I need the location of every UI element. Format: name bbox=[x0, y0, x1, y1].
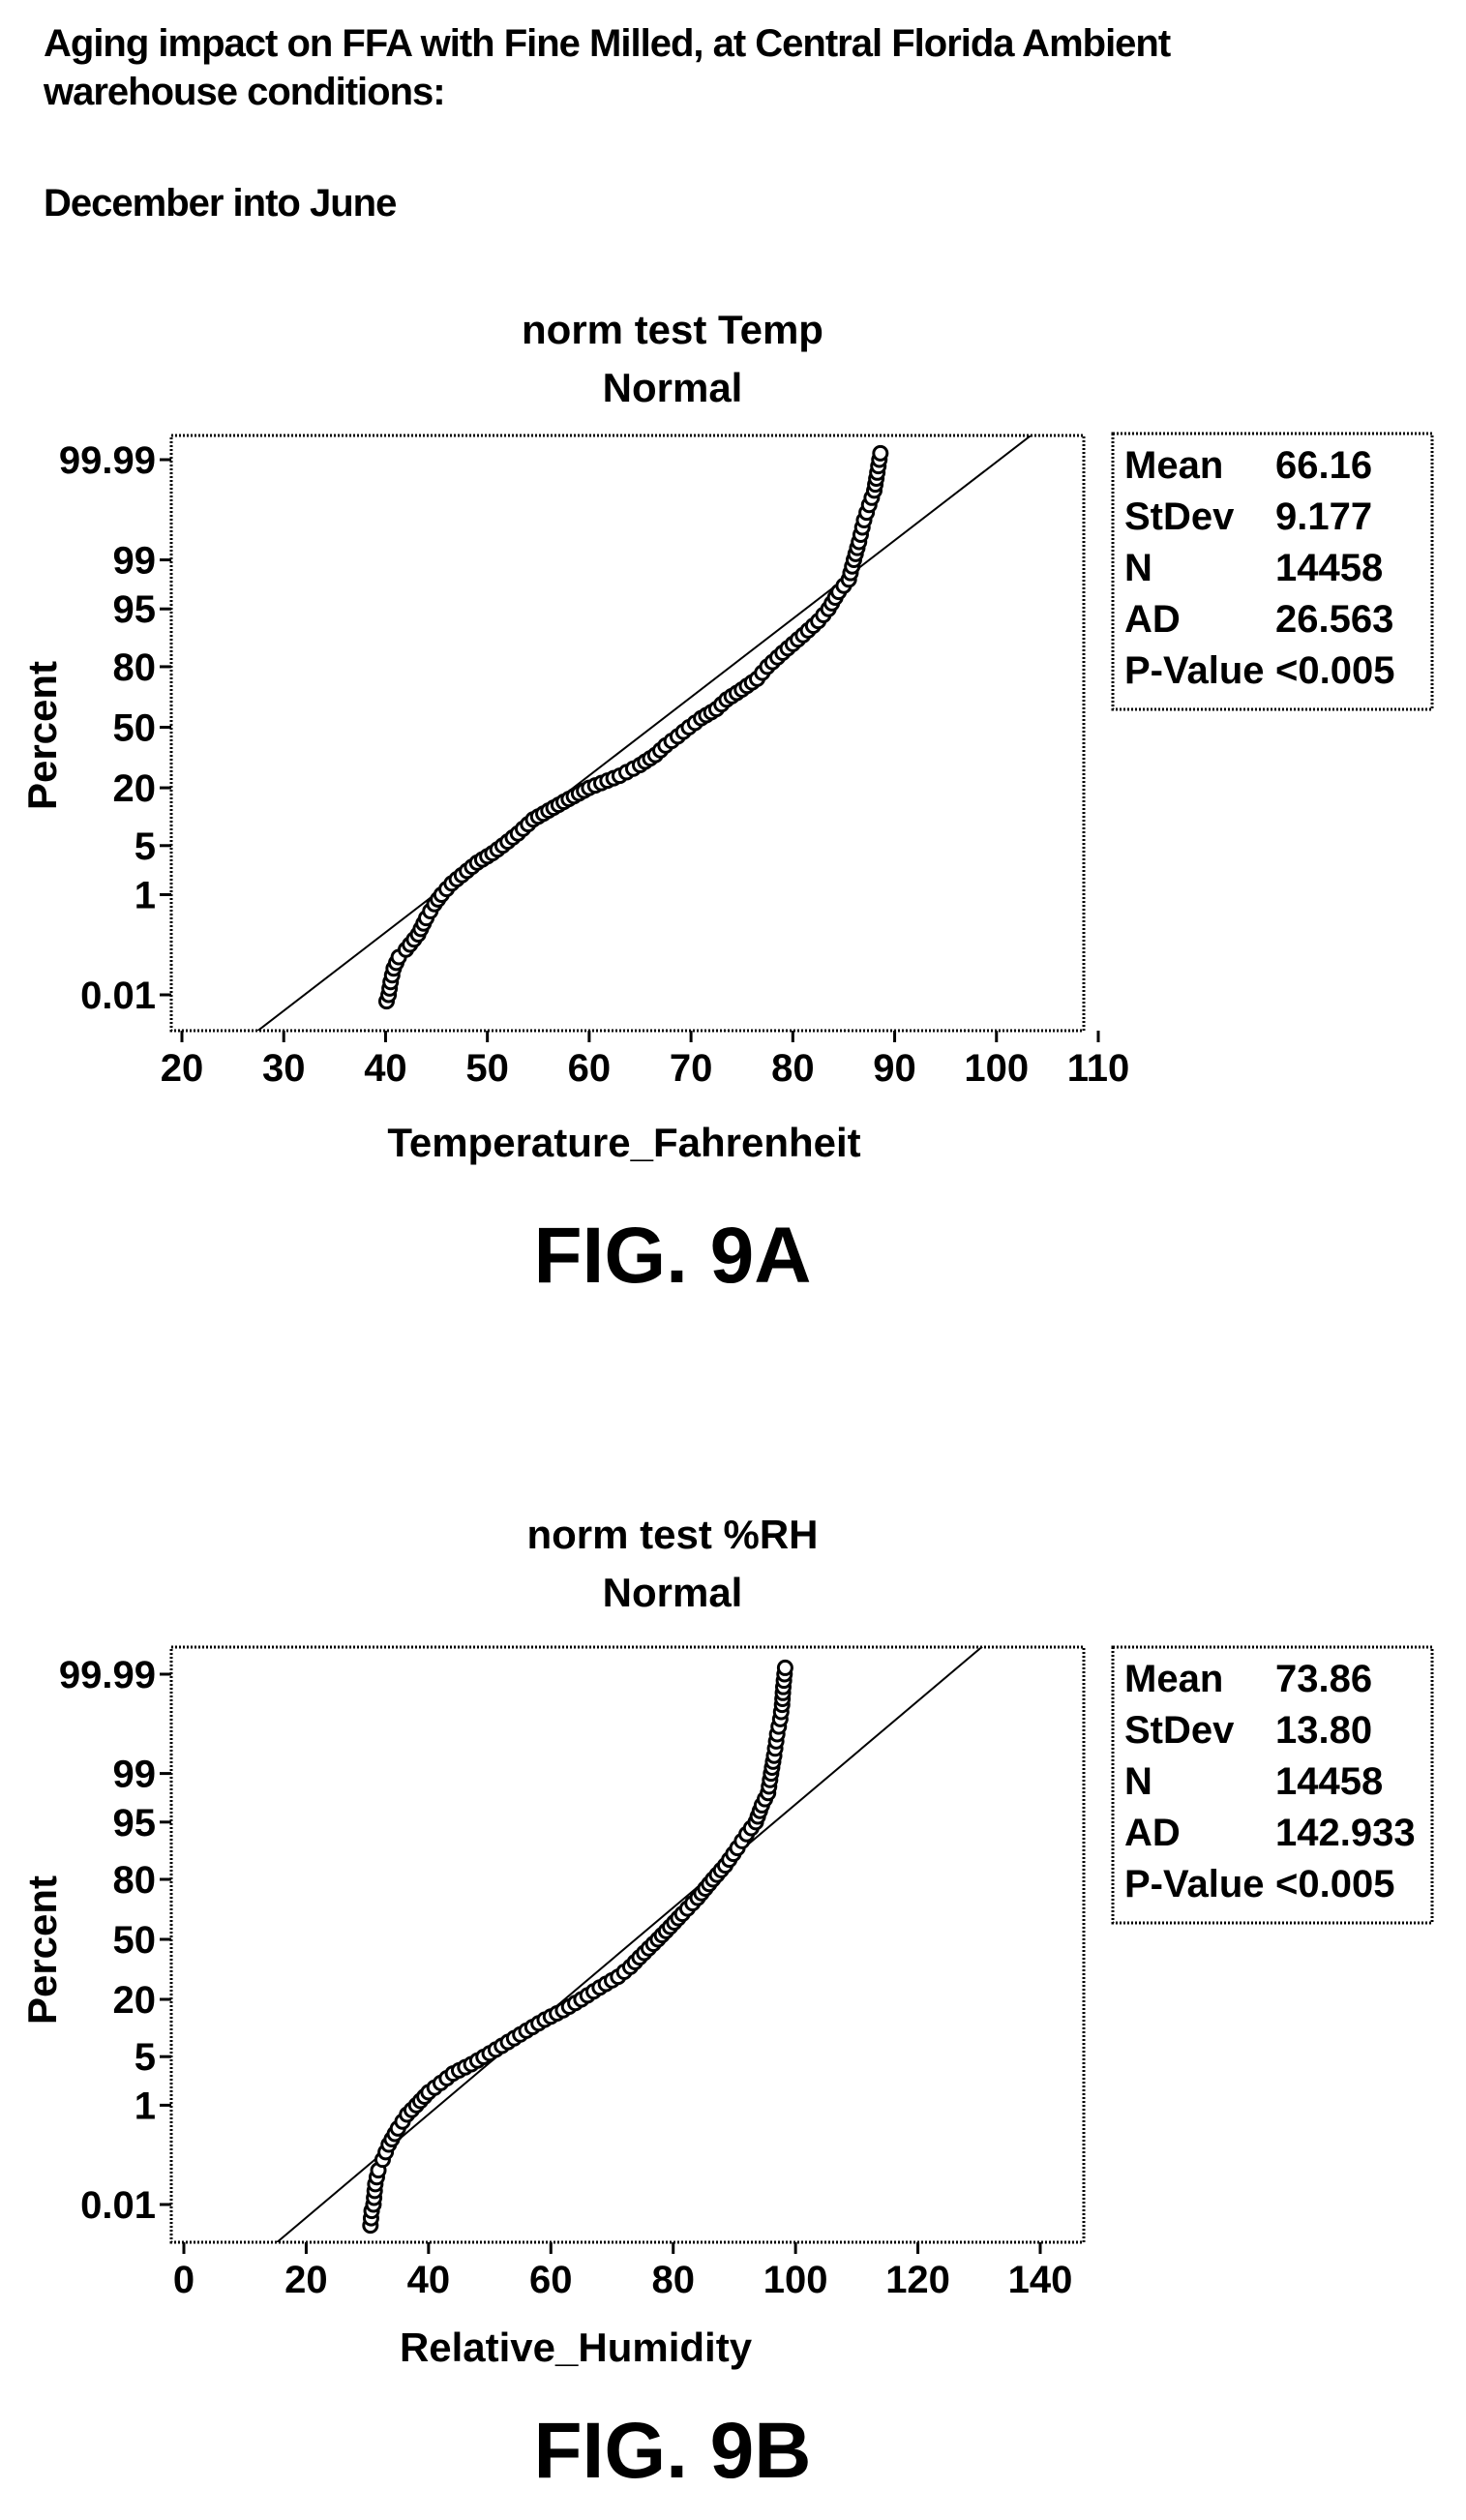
x-tick-label: 50 bbox=[465, 1047, 509, 1090]
y-tick-label: 50 bbox=[113, 707, 157, 750]
x-tick-label: 30 bbox=[262, 1047, 306, 1090]
x-tick-label: 40 bbox=[407, 2259, 451, 2301]
probability-plot-temperature: norm test Temp Normal 0.01 1 5 20 50 80 95 99 99.9… bbox=[19, 307, 1434, 1300]
page-title-line-1: Aging impact on FFA with Fine Milled, at… bbox=[44, 22, 1171, 65]
y-tick-label: 1 bbox=[135, 874, 156, 916]
stats-label: P-Value bbox=[1124, 1863, 1265, 1905]
page-title: Aging impact on FFA with Fine Milled, at… bbox=[44, 19, 1171, 116]
x-tick-label: 20 bbox=[161, 1047, 204, 1090]
plot-frame bbox=[169, 1645, 1086, 2244]
y-tick-label: 80 bbox=[113, 1859, 157, 1902]
x-axis-label: Relative_Humidity bbox=[400, 2325, 753, 2370]
data-point bbox=[872, 444, 889, 462]
chart-title: norm test Temp bbox=[522, 307, 823, 352]
y-axis-label: Percent bbox=[19, 1875, 65, 2025]
stats-label: N bbox=[1124, 547, 1152, 589]
stats-value: 142.933 bbox=[1275, 1812, 1416, 1854]
stats-label: AD bbox=[1124, 1812, 1181, 1854]
y-tick-label: 50 bbox=[113, 1919, 157, 1962]
stats-value: 14458 bbox=[1275, 1760, 1383, 1803]
stats-value: 14458 bbox=[1275, 547, 1383, 589]
plot-frame bbox=[169, 434, 1086, 1033]
y-tick-label: 20 bbox=[113, 1979, 157, 2022]
stats-box bbox=[1111, 1645, 1434, 1925]
stats-label: AD bbox=[1124, 598, 1181, 641]
stats-value: 26.563 bbox=[1275, 598, 1393, 641]
stats-value: 66.16 bbox=[1275, 444, 1372, 487]
y-tick-label: 80 bbox=[113, 646, 157, 689]
page-subtitle: December into June bbox=[44, 182, 397, 225]
stats-label: StDev bbox=[1124, 1709, 1235, 1752]
x-tick-label: 80 bbox=[651, 2259, 695, 2301]
stats-label: N bbox=[1124, 1760, 1152, 1803]
y-tick-label: 20 bbox=[113, 767, 157, 810]
data-points bbox=[377, 444, 889, 1010]
stats-value: 73.86 bbox=[1275, 1658, 1372, 1700]
stats-label: Mean bbox=[1124, 444, 1223, 487]
stats-label: StDev bbox=[1124, 495, 1235, 538]
data-point bbox=[776, 1659, 793, 1676]
x-tick-label: 20 bbox=[284, 2259, 328, 2301]
stats-label: P-Value bbox=[1124, 649, 1265, 692]
figure-label: FIG. 9B bbox=[533, 2407, 811, 2495]
y-tick-label: 99 bbox=[113, 540, 157, 583]
stats-value: 9.177 bbox=[1275, 495, 1372, 538]
figure-label: FIG. 9A bbox=[533, 1212, 811, 1300]
x-tick-label: 100 bbox=[964, 1047, 1029, 1090]
chart-title: norm test %RH bbox=[526, 1512, 818, 1557]
stats-box bbox=[1111, 432, 1434, 711]
x-tick-label: 90 bbox=[873, 1047, 916, 1090]
probability-plot-humidity: norm test %RH Normal 0.01 1 5 20 50 80 95 99 99.99… bbox=[19, 1512, 1434, 2495]
stats-label: Mean bbox=[1124, 1658, 1223, 1700]
chart-subtitle: Normal bbox=[603, 1570, 743, 1615]
x-tick-label: 70 bbox=[670, 1047, 713, 1090]
x-tick-label: 60 bbox=[529, 2259, 573, 2301]
stats-value: <0.005 bbox=[1275, 1863, 1394, 1905]
stats-value: 13.80 bbox=[1275, 1709, 1372, 1752]
y-tick-label: 1 bbox=[135, 2085, 156, 2127]
y-tick-label: 5 bbox=[135, 825, 156, 868]
y-tick-label: 99.99 bbox=[59, 439, 156, 482]
x-tick-label: 110 bbox=[1067, 1047, 1130, 1090]
x-tick-label: 40 bbox=[364, 1047, 407, 1090]
y-tick-label: 99.99 bbox=[59, 1654, 156, 1696]
x-tick-label: 60 bbox=[568, 1047, 612, 1090]
data-points bbox=[362, 1659, 793, 2235]
x-tick-label: 80 bbox=[771, 1047, 815, 1090]
x-tick-label: 100 bbox=[763, 2259, 828, 2301]
y-tick-label: 99 bbox=[113, 1754, 157, 1796]
fit-line bbox=[275, 1647, 984, 2242]
page-title-line-2: warehouse conditions: bbox=[44, 71, 446, 113]
x-tick-label: 120 bbox=[885, 2259, 950, 2301]
y-tick-label: 0.01 bbox=[80, 2184, 156, 2227]
y-tick-label: 0.01 bbox=[80, 975, 156, 1017]
fit-line bbox=[255, 435, 1032, 1031]
y-tick-label: 95 bbox=[113, 588, 157, 631]
y-tick-label: 95 bbox=[113, 1802, 157, 1845]
x-axis-label: Temperature_Fahrenheit bbox=[387, 1120, 860, 1165]
chart-subtitle: Normal bbox=[603, 365, 743, 410]
x-tick-label: 0 bbox=[173, 2259, 194, 2301]
y-tick-label: 5 bbox=[135, 2036, 156, 2079]
y-axis-label: Percent bbox=[19, 661, 65, 810]
stats-value: <0.005 bbox=[1275, 649, 1394, 692]
x-tick-label: 140 bbox=[1008, 2259, 1073, 2301]
